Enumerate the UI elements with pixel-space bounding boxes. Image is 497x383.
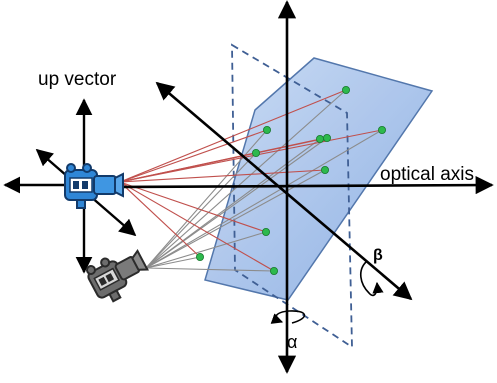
rotation-arcs	[270, 260, 384, 324]
optical-axis-label: optical axis	[380, 164, 474, 185]
feature-point	[195, 252, 204, 261]
feature-point	[322, 133, 331, 142]
beta-rotation-arrow	[360, 260, 384, 297]
feature-point	[315, 134, 324, 143]
alpha-rotation-arrow	[270, 310, 306, 324]
feature-point	[251, 148, 260, 157]
video-camera-icon	[64, 163, 124, 209]
feature-point	[261, 227, 270, 236]
world-axes	[119, 0, 494, 374]
beta-label: β	[373, 247, 383, 264]
video-camera-icon	[86, 249, 149, 303]
alpha-label: α	[287, 332, 297, 352]
optical-axis-line	[119, 175, 494, 195]
feature-point	[320, 165, 329, 174]
diagonal-axis	[155, 81, 413, 301]
feature-point	[262, 126, 271, 135]
feature-points	[195, 86, 386, 275]
feature-point	[341, 86, 350, 95]
up-vector-label: up vector	[38, 69, 117, 90]
feature-point	[269, 266, 278, 275]
feature-point	[377, 126, 386, 135]
